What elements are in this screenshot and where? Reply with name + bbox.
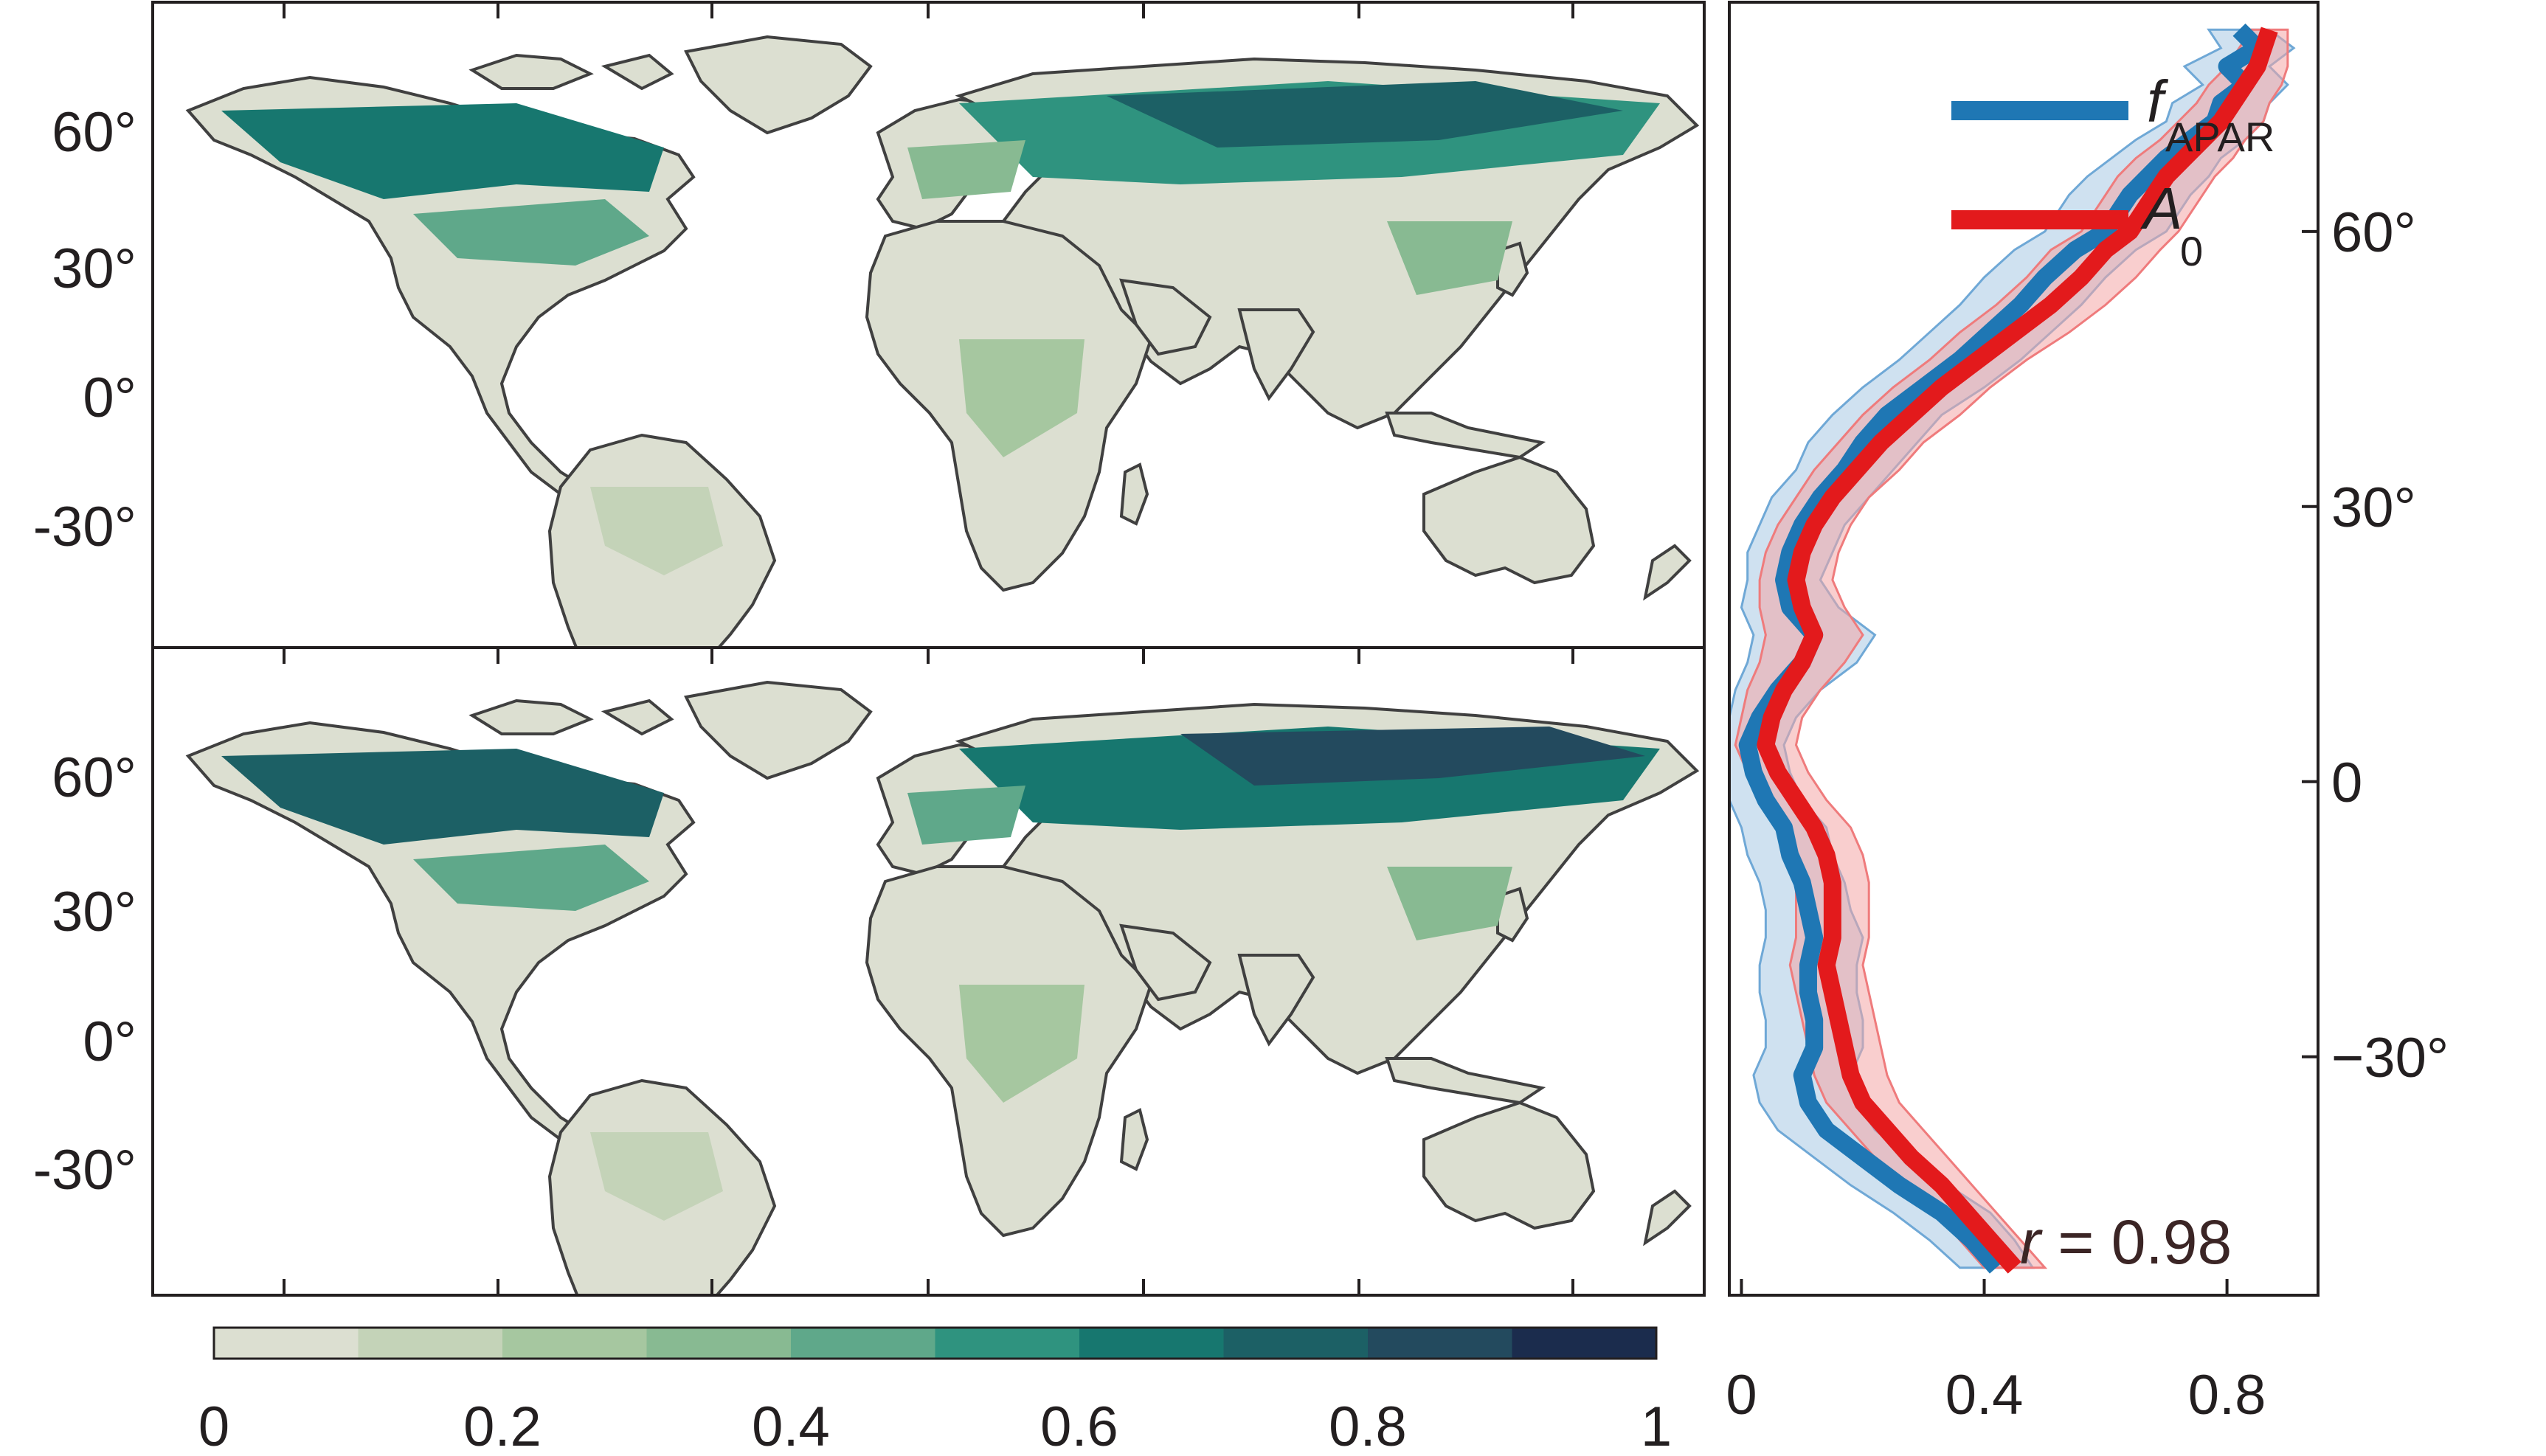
top-map-lat-label: 60°	[52, 101, 136, 164]
colorbar-bin	[358, 1328, 503, 1359]
legend-label-a0: A	[2140, 176, 2182, 241]
colorbar-bin	[791, 1328, 935, 1359]
legend-label-fapar-sub: APAR	[2165, 114, 2275, 160]
colorbar-tick-label: 0.6	[1040, 1396, 1118, 1456]
profile-y-tick-label: 0	[2331, 752, 2362, 814]
colorbar-tick-label: 0.4	[752, 1396, 830, 1456]
bottom-map-lat-label: 60°	[52, 746, 136, 809]
correlation-value: = 0.98	[2041, 1207, 2232, 1277]
colorbar-frame	[212, 1326, 1658, 1360]
bottom-map-lat-label: 30°	[52, 881, 136, 943]
top-map-lat-axis: 60° 30° 0° -30°	[33, 101, 136, 558]
profile-x-tick-label: 0	[1726, 1364, 1757, 1426]
profile-panel: 0 0.4 0.8 60° 30° 0 −30° f APAR A 0 r = 0.98	[1726, 1, 2449, 1426]
colorbar-bin	[646, 1328, 792, 1359]
colorbar-tick-label: 0	[198, 1396, 229, 1456]
profile-x-tick-label: 0.4	[1945, 1364, 2024, 1426]
bottom-map-lat-label: 0°	[83, 1010, 136, 1073]
map-lon-ticks	[283, 2, 1574, 1295]
fapar-series-line	[1738, 23, 2266, 1274]
profile-axes: 0 0.4 0.8 60° 30° 0 −30°	[1726, 201, 2449, 1426]
top-map-lat-label: 0°	[83, 367, 136, 429]
colorbar-tick-label: 1	[1641, 1396, 1672, 1456]
colorbar-bin	[502, 1328, 647, 1359]
colorbar-tick-label: 0.2	[463, 1396, 542, 1456]
profile-y-tick-label: −30°	[2331, 1027, 2449, 1089]
colorbar-bin	[1223, 1328, 1369, 1359]
colorbar-tick-labels: 0 0.2 0.4 0.6 0.8 1	[198, 1396, 1672, 1456]
colorbar-bin	[1079, 1328, 1224, 1359]
correlation-symbol: r	[2020, 1207, 2043, 1277]
a0-uncertainty-band	[1734, 28, 2289, 1269]
legend-label-a0-sub: 0	[2180, 228, 2203, 274]
colorbar-bin	[1368, 1328, 1512, 1359]
colorbar-bin	[214, 1328, 359, 1359]
bottom-map-panel	[151, 646, 1706, 1297]
colorbar	[212, 1326, 1658, 1360]
top-map-vegetation-shading	[221, 81, 1660, 575]
correlation-annotation: r = 0.98	[2020, 1207, 2232, 1277]
bottom-map-vegetation-shading	[221, 727, 1660, 1221]
colorbar-bin	[1512, 1328, 1657, 1359]
profile-y-tick-label: 30°	[2331, 476, 2416, 539]
profile-plot-area	[1729, 23, 2296, 1274]
profile-legend: f APAR A 0	[1951, 69, 2275, 274]
a0-series-line	[1757, 27, 2278, 1274]
top-map-lat-label: 30°	[52, 238, 136, 300]
colorbar-tick-label: 0.8	[1329, 1396, 1407, 1456]
bottom-map-lat-label: -30°	[33, 1139, 136, 1202]
top-map-lat-label: -30°	[33, 496, 136, 558]
profile-frame	[1728, 1, 2320, 1297]
colorbar-bin	[935, 1328, 1080, 1359]
profile-y-tick-label: 60°	[2331, 201, 2416, 264]
profile-x-tick-label: 0.8	[2188, 1364, 2266, 1426]
bottom-map-lat-axis: 60° 30° 0° -30°	[33, 746, 136, 1202]
